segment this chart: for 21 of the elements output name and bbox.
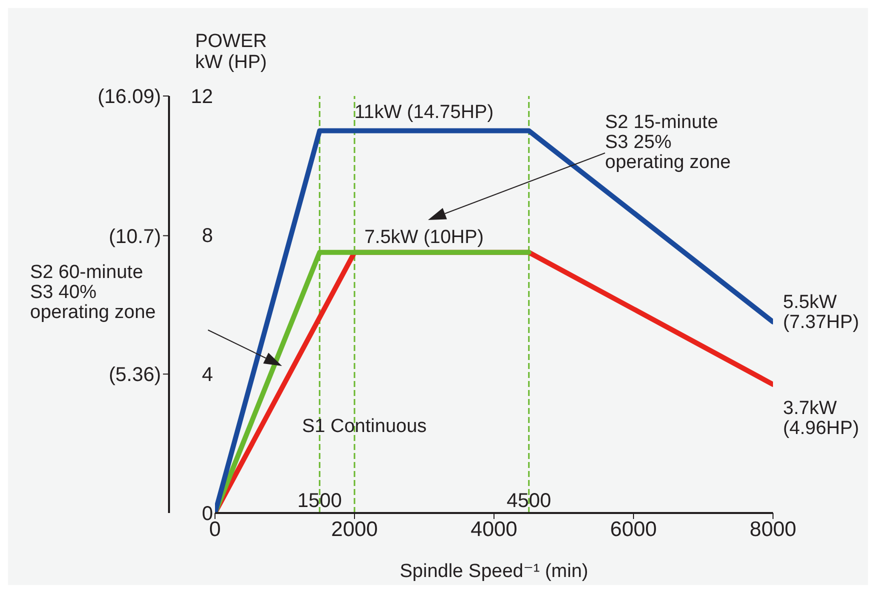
y2-tick-label: (10.7) <box>108 226 161 248</box>
y-tick-label: 12 <box>190 86 213 108</box>
x-axis-title: Spindle Speed⁻¹ (min) <box>400 561 588 582</box>
x-tick-label: 4000 <box>470 518 518 541</box>
y-tick-label: 8 <box>202 225 213 248</box>
y2-tick-label: (5.36) <box>108 364 161 386</box>
x-tick-label: 2000 <box>331 518 378 541</box>
ref-line-label: 1500 <box>297 490 342 512</box>
text: 3.7kW (4.96HP) <box>783 398 860 439</box>
annotation: 7.5kW (10HP) <box>364 227 484 248</box>
x-tick-label: 6000 <box>610 518 657 541</box>
text: 5.5kW (7.37HP) <box>783 292 860 333</box>
y2-tick-label: (16.09) <box>98 86 161 108</box>
text: S2 60-minute S3 40% operating zone <box>30 262 156 323</box>
y-tick-label: 4 <box>202 364 213 386</box>
ref-line-label: 4500 <box>506 490 552 512</box>
annotation: 11kW (14.75HP) <box>354 102 494 123</box>
x-tick-label: 8000 <box>750 518 796 541</box>
annotation: S2 15-minute S3 25% operating zone <box>605 112 731 173</box>
y-axis-title: POWER kW (HP) <box>195 31 267 73</box>
annotation: S1 Continuous <box>302 416 427 437</box>
